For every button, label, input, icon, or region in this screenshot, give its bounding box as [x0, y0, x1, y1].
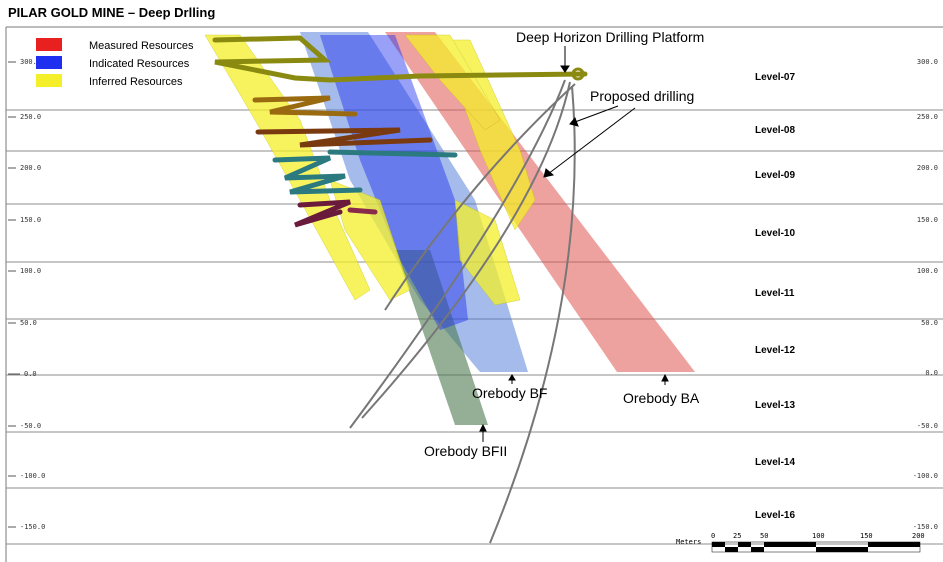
level-label: Level-12 [755, 345, 795, 356]
arrow-bf-head [508, 374, 516, 381]
level-label: Level-13 [755, 400, 795, 411]
arrow-ba-head [661, 373, 669, 382]
scale-tick-label: 150 [860, 532, 873, 540]
arrow-platform-head [560, 65, 570, 73]
level-label: Level-09 [755, 170, 795, 181]
elevation-labels-right: 300.0 250.0 200.0 150.0 100.0 50.0 0.0 -… [913, 58, 938, 531]
page-title: PILAR GOLD MINE – Deep Drlling [8, 5, 216, 20]
annotation-proposed-drilling: Proposed drilling [590, 88, 694, 104]
elev-right: 150.0 [917, 216, 938, 224]
legend-swatch-indicated [36, 56, 62, 69]
legend-swatch-inferred [36, 74, 62, 87]
annotation-orebody-ba: Orebody BA [623, 390, 700, 406]
indicated-blob [320, 35, 468, 330]
elev-right: 300.0 [917, 58, 938, 66]
legend-label-measured: Measured Resources [89, 40, 194, 52]
legend: Measured Resources Indicated Resources I… [36, 38, 194, 88]
annotation-orebody-bf: Orebody BF [472, 385, 547, 401]
drift-level-09-b [327, 149, 458, 158]
elevation-ticks-left [8, 61, 20, 528]
legend-label-indicated: Indicated Resources [89, 58, 190, 70]
indicated-resources [320, 35, 468, 330]
drift-level-07 [212, 35, 588, 83]
elev-left: 100.0 [20, 267, 41, 275]
elev-right: -150.0 [913, 523, 938, 531]
elev-left: -100.0 [20, 472, 45, 480]
drift-level-08-b [255, 127, 433, 148]
scale-tick-label: 200 [912, 532, 925, 540]
drillhole-3 [384, 83, 576, 311]
elev-right: 100.0 [917, 267, 938, 275]
elevation-labels-left: 300. 250.0 200.0 150.0 100.0 50.0 0.0 -5… [20, 58, 45, 531]
arrow-proposed-2-head [543, 168, 555, 178]
annotation-orebody-bfii: Orebody BFII [424, 443, 507, 459]
proposed-drillholes [349, 79, 576, 544]
elev-left: 150.0 [20, 216, 41, 224]
elev-left: 200.0 [20, 164, 41, 172]
level-label: Level-14 [755, 457, 795, 468]
drillhole-1 [349, 79, 566, 429]
drilling-platform-marker [571, 67, 585, 81]
arrow-proposed-2 [547, 107, 636, 175]
legend-swatch-measured [36, 38, 62, 51]
annotation-platform: Deep Horizon Drilling Platform [516, 29, 704, 45]
scale-segment [738, 542, 751, 547]
drift-level-09 [272, 155, 363, 195]
scale-tick-label: 25 [733, 532, 741, 540]
scale-segment [816, 547, 868, 552]
elev-right: 200.0 [917, 164, 938, 172]
elev-right: 0.0 [925, 369, 938, 377]
level-label: Level-16 [755, 510, 795, 521]
drift-level-10-b [347, 207, 378, 215]
scale-bar-unit: Meters [676, 538, 701, 546]
existing-drifts [212, 35, 588, 228]
elev-left: 0.0 [24, 370, 37, 378]
scale-segment [725, 547, 738, 552]
scale-segment [751, 547, 764, 552]
orebody-bfii-body [395, 250, 488, 425]
annotation-arrows [479, 46, 669, 442]
elev-right: -100.0 [913, 472, 938, 480]
scale-segment [712, 542, 725, 547]
indicated-blob [360, 35, 420, 140]
inferred-blob [454, 199, 521, 306]
drift-level-08-a [252, 95, 358, 117]
elev-left: -50.0 [20, 422, 41, 430]
orebody-bf-body [300, 32, 528, 372]
arrow-proposed-1-head [569, 117, 579, 127]
elev-left: 300. [20, 58, 37, 66]
arrow-bfii-head [479, 423, 487, 432]
level-label: Level-10 [755, 228, 795, 239]
drillhole-4 [489, 85, 576, 544]
scale-tick-label: 100 [812, 532, 825, 540]
drillhole-2 [361, 81, 571, 419]
elev-left: -150.0 [20, 523, 45, 531]
elev-right: 250.0 [917, 113, 938, 121]
level-labels: Level-07 Level-08 Level-09 Level-10 Leve… [755, 72, 795, 521]
level-label: Level-07 [755, 72, 795, 83]
inferred-blob [404, 34, 501, 131]
scale-outline [711, 541, 921, 553]
level-label: Level-11 [755, 288, 795, 299]
legend-label-inferred: Inferred Resources [89, 76, 183, 88]
scale-bar: Meters 0 25 50 100 150 200 [676, 532, 925, 553]
scale-segment [868, 542, 920, 547]
elev-right: 50.0 [921, 319, 938, 327]
elev-left: 50.0 [20, 319, 37, 327]
scale-segment [764, 542, 816, 547]
elev-left: 250.0 [20, 113, 41, 121]
elev-right: -50.0 [917, 422, 938, 430]
scale-tick-label: 50 [760, 532, 768, 540]
scale-tick-label: 0 [711, 532, 715, 540]
orebody-ba-body [385, 32, 695, 372]
level-label: Level-08 [755, 125, 795, 136]
arrow-proposed-1 [574, 105, 619, 123]
drift-level-10 [294, 199, 351, 228]
